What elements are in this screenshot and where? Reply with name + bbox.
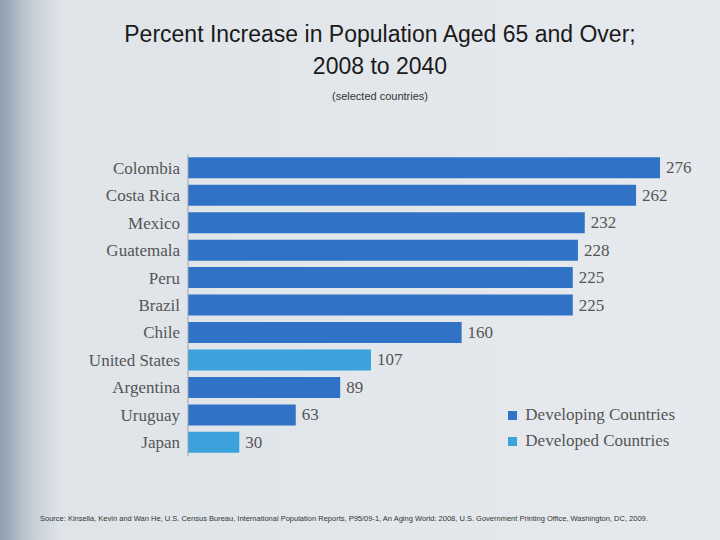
html-text:Source: Kinsella, Kevin and Wa: Source: Kinsella, Kevin and Wan He, U.S.… <box>40 514 648 523</box>
svg-text:262: 262 <box>642 186 668 205</box>
svg-text:228: 228 <box>584 241 610 260</box>
svg-text:63: 63 <box>302 405 319 424</box>
svg-text:225: 225 <box>579 268 605 287</box>
svg-text:Japan: Japan <box>141 433 180 452</box>
svg-text:276: 276 <box>666 158 692 177</box>
svg-text:232: 232 <box>591 213 617 232</box>
svg-text:Chile: Chile <box>143 323 180 342</box>
svg-text:Guatemala: Guatemala <box>106 241 180 260</box>
svg-text:Brazil: Brazil <box>138 296 180 315</box>
svg-text:Costa Rica: Costa Rica <box>106 186 181 205</box>
svg-text:Peru: Peru <box>149 269 181 288</box>
html-text:Developing Countries: Developing Countries <box>525 405 675 424</box>
svg-text:107: 107 <box>377 350 403 369</box>
svg-text:Colombia: Colombia <box>113 159 181 178</box>
svg-text:160: 160 <box>468 323 494 342</box>
html-text:Percent Increase in Population: Percent Increase in Population Aged 65 a… <box>124 21 636 47</box>
html-text:(selected countries): (selected countries) <box>332 90 428 102</box>
svg-text:30: 30 <box>245 433 262 452</box>
html-text:Developed Countries: Developed Countries <box>525 431 670 450</box>
svg-text:Argentina: Argentina <box>112 378 180 397</box>
svg-text:Mexico: Mexico <box>128 214 180 233</box>
svg-text:225: 225 <box>579 296 605 315</box>
svg-text:Uruguay: Uruguay <box>121 406 181 425</box>
html-text:2008 to 2040: 2008 to 2040 <box>312 53 448 79</box>
svg-text:89: 89 <box>346 378 363 397</box>
svg-text:United States: United States <box>89 351 180 370</box>
